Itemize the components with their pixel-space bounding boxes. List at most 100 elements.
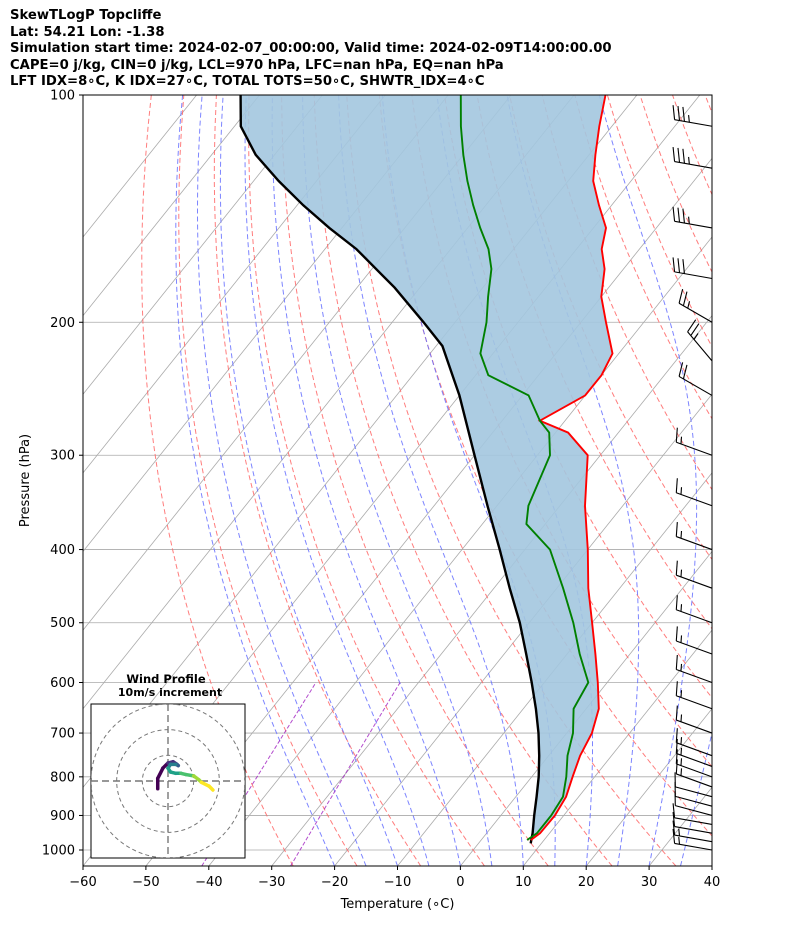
wind-barb-shaft — [676, 742, 713, 757]
wind-barb-flag — [682, 106, 685, 122]
y-tick-label: 700 — [50, 727, 75, 742]
wind-barb-shaft — [675, 805, 713, 816]
isotherm-line — [334, 393, 712, 866]
wind-barb-shaft — [674, 834, 713, 843]
wind-barb-shaft — [675, 786, 713, 798]
wind-barb-flag — [682, 259, 685, 274]
wind-barb-shaft — [676, 492, 713, 507]
wind-barb — [675, 521, 713, 551]
moist-adiabat — [381, 95, 556, 866]
isotherm-line — [145, 157, 712, 866]
wind-barb-flag — [672, 105, 676, 120]
isotherm-line — [711, 865, 712, 866]
dry-adiabat — [411, 95, 712, 768]
time-line: Simulation start time: 2024-02-07_00:00:… — [10, 41, 612, 57]
wind-barb — [675, 654, 713, 684]
wind-barb-shaft — [676, 574, 713, 589]
wind-barb-flag — [672, 820, 676, 836]
moist-adiabat — [598, 95, 698, 866]
wind-barb-shaft — [678, 302, 713, 323]
wind-barb-flag — [672, 257, 676, 272]
wind-barb-flag — [678, 362, 684, 377]
wind-barb-flag — [680, 768, 683, 776]
isotherm-line — [83, 95, 260, 317]
x-tick-label: 40 — [704, 875, 721, 890]
wind-barb-flag — [675, 705, 678, 721]
hodograph-plot — [91, 704, 245, 858]
wind-barb-flag — [672, 828, 676, 844]
wind-barb-flag — [678, 836, 681, 845]
wind-barb-flag — [678, 828, 681, 837]
wind-barb-flag — [675, 595, 678, 610]
wind-barb-shaft — [678, 375, 713, 396]
y-tick-label: 900 — [50, 809, 75, 824]
wind-barb-flag — [675, 478, 678, 493]
wind-barb-shaft — [675, 795, 713, 807]
dry-adiabat — [574, 95, 712, 420]
dry-adiabat — [541, 95, 712, 491]
wind-barb — [672, 828, 713, 851]
wind-barb-flag — [677, 207, 681, 223]
dry-adiabat — [281, 95, 549, 866]
dry-adiabat — [476, 95, 712, 630]
x-tick-label: −60 — [69, 875, 96, 890]
wind-barb-flag — [682, 148, 685, 164]
wind-barb-flag — [690, 323, 700, 336]
wind-barb-shaft — [676, 719, 713, 734]
moist-adiabat — [271, 95, 461, 866]
wind-barb — [675, 560, 713, 589]
wind-barb-flag — [680, 635, 683, 643]
wind-barb-flag — [672, 803, 676, 818]
x-tick-label: 0 — [456, 875, 464, 890]
x-tick-label: −50 — [132, 875, 159, 890]
wind-barb-shaft — [676, 695, 713, 710]
wind-barb-flag — [688, 114, 690, 123]
x-tick-label: −20 — [321, 875, 348, 890]
x-tick-label: 20 — [578, 875, 595, 890]
wind-barb-shaft — [676, 536, 713, 551]
wind-barb-flag — [675, 738, 678, 754]
isotherm-line — [83, 95, 386, 474]
wind-barb-shaft — [676, 441, 713, 456]
wind-barb-flag — [680, 690, 683, 698]
hodograph-title: Wind Profile — [126, 672, 206, 686]
x-tick-label: 10 — [515, 875, 532, 890]
moist-adiabat — [711, 864, 712, 866]
temperature-profile-line — [530, 95, 614, 841]
wind-barb-flag — [680, 604, 683, 612]
x-tick-label: 30 — [641, 875, 658, 890]
stability-line: CAPE=0 j/kg, CIN=0 j/kg, LCL=970 hPa, LF… — [10, 57, 504, 73]
mixing-ratio-line — [201, 682, 317, 866]
dewpoint-profile-line — [459, 95, 590, 841]
wind-barb-flag — [675, 560, 678, 576]
wind-barb — [672, 812, 713, 834]
wind-barb — [672, 147, 713, 169]
wind-barb-shaft — [676, 668, 713, 684]
wind-barb-flag — [675, 728, 678, 743]
dry-adiabat — [738, 95, 794, 866]
wind-barb-flag — [693, 333, 699, 340]
wind-barb — [672, 105, 713, 127]
dry-adiabat — [178, 95, 358, 866]
moist-adiabat — [506, 95, 640, 866]
wind-barb-flag — [675, 681, 678, 696]
wind-barb-shaft — [674, 826, 713, 834]
location-line: Lat: 54.21 Lon: -1.38 — [10, 24, 165, 40]
wind-barb-flag — [680, 530, 683, 539]
y-axis-label: Pressure (hPa) — [18, 434, 33, 527]
isotherm-line — [522, 629, 712, 866]
wind-barb-flag — [675, 521, 678, 537]
isotherm-line — [585, 708, 712, 866]
y-tick-label: 100 — [50, 89, 75, 104]
wind-barb-shaft — [676, 773, 713, 788]
wind-barb-flag — [682, 291, 688, 306]
dry-adiabat — [704, 95, 712, 115]
wind-barb — [675, 478, 713, 507]
dry-adiabat — [248, 95, 485, 866]
parcel-profile-line — [239, 95, 541, 844]
wind-barb — [672, 803, 713, 825]
dry-adiabat — [639, 95, 712, 274]
isotherm-line — [648, 786, 712, 866]
wind-barb — [672, 257, 713, 280]
